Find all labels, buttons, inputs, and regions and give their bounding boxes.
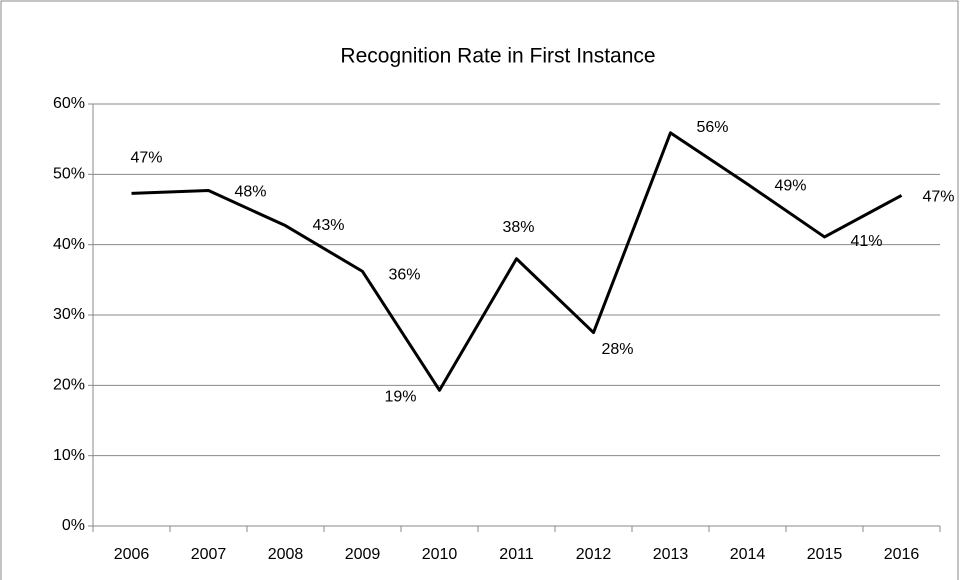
chart-title: Recognition Rate in First Instance (340, 45, 655, 68)
x-tick-label: 2009 (345, 546, 381, 563)
data-label: 56% (696, 119, 728, 136)
y-tick-label: 30% (53, 306, 85, 323)
data-label: 41% (850, 233, 882, 250)
x-tick-label: 2015 (807, 546, 843, 563)
data-label: 28% (601, 341, 633, 358)
data-line (131, 131, 903, 392)
data-label: 19% (384, 388, 416, 405)
x-tick-label: 2010 (422, 546, 458, 563)
x-tick-label: 2013 (653, 546, 689, 563)
y-tick-label: 20% (53, 377, 85, 394)
data-label: 48% (234, 184, 266, 201)
y-tick-label: 0% (62, 517, 85, 534)
x-tick-label: 2014 (730, 546, 766, 563)
y-tick-label: 50% (53, 166, 85, 183)
data-label: 49% (774, 177, 806, 194)
data-label: 36% (388, 267, 420, 284)
y-tick-label: 40% (53, 236, 85, 253)
x-tick-label: 2012 (576, 546, 612, 563)
y-tick-label: 60% (53, 95, 85, 112)
x-tick-label: 2007 (191, 546, 227, 563)
data-label: 38% (502, 219, 534, 236)
data-label: 47% (130, 150, 162, 167)
y-tick-label: 10% (53, 447, 85, 464)
x-tick-label: 2006 (114, 546, 150, 563)
x-tick-label: 2011 (499, 546, 534, 563)
data-label: 43% (312, 217, 344, 234)
x-tick-label: 2008 (268, 546, 304, 563)
x-tick-label: 2016 (884, 546, 920, 563)
data-label: 47% (922, 189, 954, 206)
